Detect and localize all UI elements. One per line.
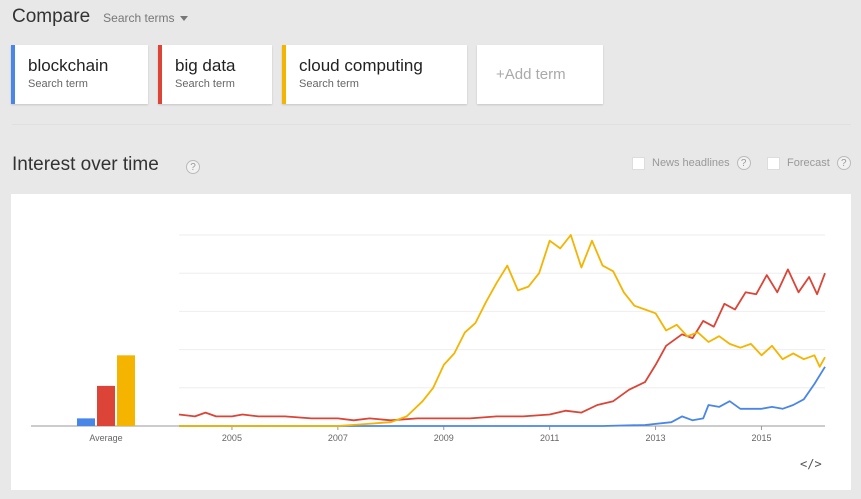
term-color-bar (282, 45, 286, 104)
add-term-button[interactable]: +Add term (477, 45, 603, 104)
news-headlines-checkbox[interactable] (632, 156, 645, 170)
embed-code-icon[interactable]: </> (800, 457, 822, 471)
chart-canvas: 2005 2007 2009 2011 2013 2015 Average (31, 234, 826, 443)
forecast-option[interactable]: Forecast ? (767, 156, 851, 170)
news-headlines-option[interactable]: News headlines ? (632, 156, 751, 170)
average-bar-blockchain (77, 418, 95, 426)
search-terms-dropdown[interactable]: Search terms (103, 11, 188, 25)
x-tick-label: 2015 (751, 433, 771, 443)
help-icon[interactable]: ? (836, 156, 851, 170)
term-card-cloud-computing[interactable]: cloud computing Search term (282, 45, 467, 104)
interest-over-time-chart: 2005 2007 2009 2011 2013 2015 Average </> (11, 194, 851, 490)
x-tick-label: 2009 (434, 433, 454, 443)
caret-down-icon (179, 16, 188, 21)
forecast-label: Forecast (787, 157, 830, 169)
term-color-bar (11, 45, 15, 104)
term-card-blockchain[interactable]: blockchain Search term (11, 45, 148, 104)
term-name[interactable]: big data (175, 56, 236, 75)
series-line-cloud-computing (179, 234, 826, 427)
term-color-bar (158, 45, 162, 104)
help-icon[interactable]: ? (186, 160, 200, 174)
term-name[interactable]: cloud computing (299, 56, 423, 75)
x-tick-label: 2013 (646, 433, 666, 443)
news-headlines-label: News headlines (652, 157, 730, 169)
forecast-checkbox[interactable] (767, 156, 780, 170)
average-label: Average (89, 433, 122, 443)
average-bar-big-data (97, 385, 115, 426)
average-bar-cloud-computing (117, 355, 135, 426)
help-icon[interactable]: ? (736, 156, 751, 170)
x-tick-label: 2007 (328, 433, 348, 443)
series-line-blockchain (179, 366, 826, 427)
x-tick-label: 2011 (540, 433, 559, 443)
term-name[interactable]: blockchain (28, 56, 109, 75)
term-card-big-data[interactable]: big data Search term (158, 45, 272, 104)
section-title: Interest over time (12, 154, 159, 175)
divider (12, 124, 851, 125)
series-line-big-data (178, 268, 826, 422)
term-type: Search term (28, 78, 88, 90)
term-type: Search term (175, 78, 235, 90)
search-terms-label: Search terms (103, 11, 175, 25)
compare-header: Compare Search terms (12, 6, 188, 28)
x-tick-label: 2005 (222, 433, 242, 443)
page-title: Compare (12, 6, 91, 27)
term-type: Search term (299, 78, 359, 90)
